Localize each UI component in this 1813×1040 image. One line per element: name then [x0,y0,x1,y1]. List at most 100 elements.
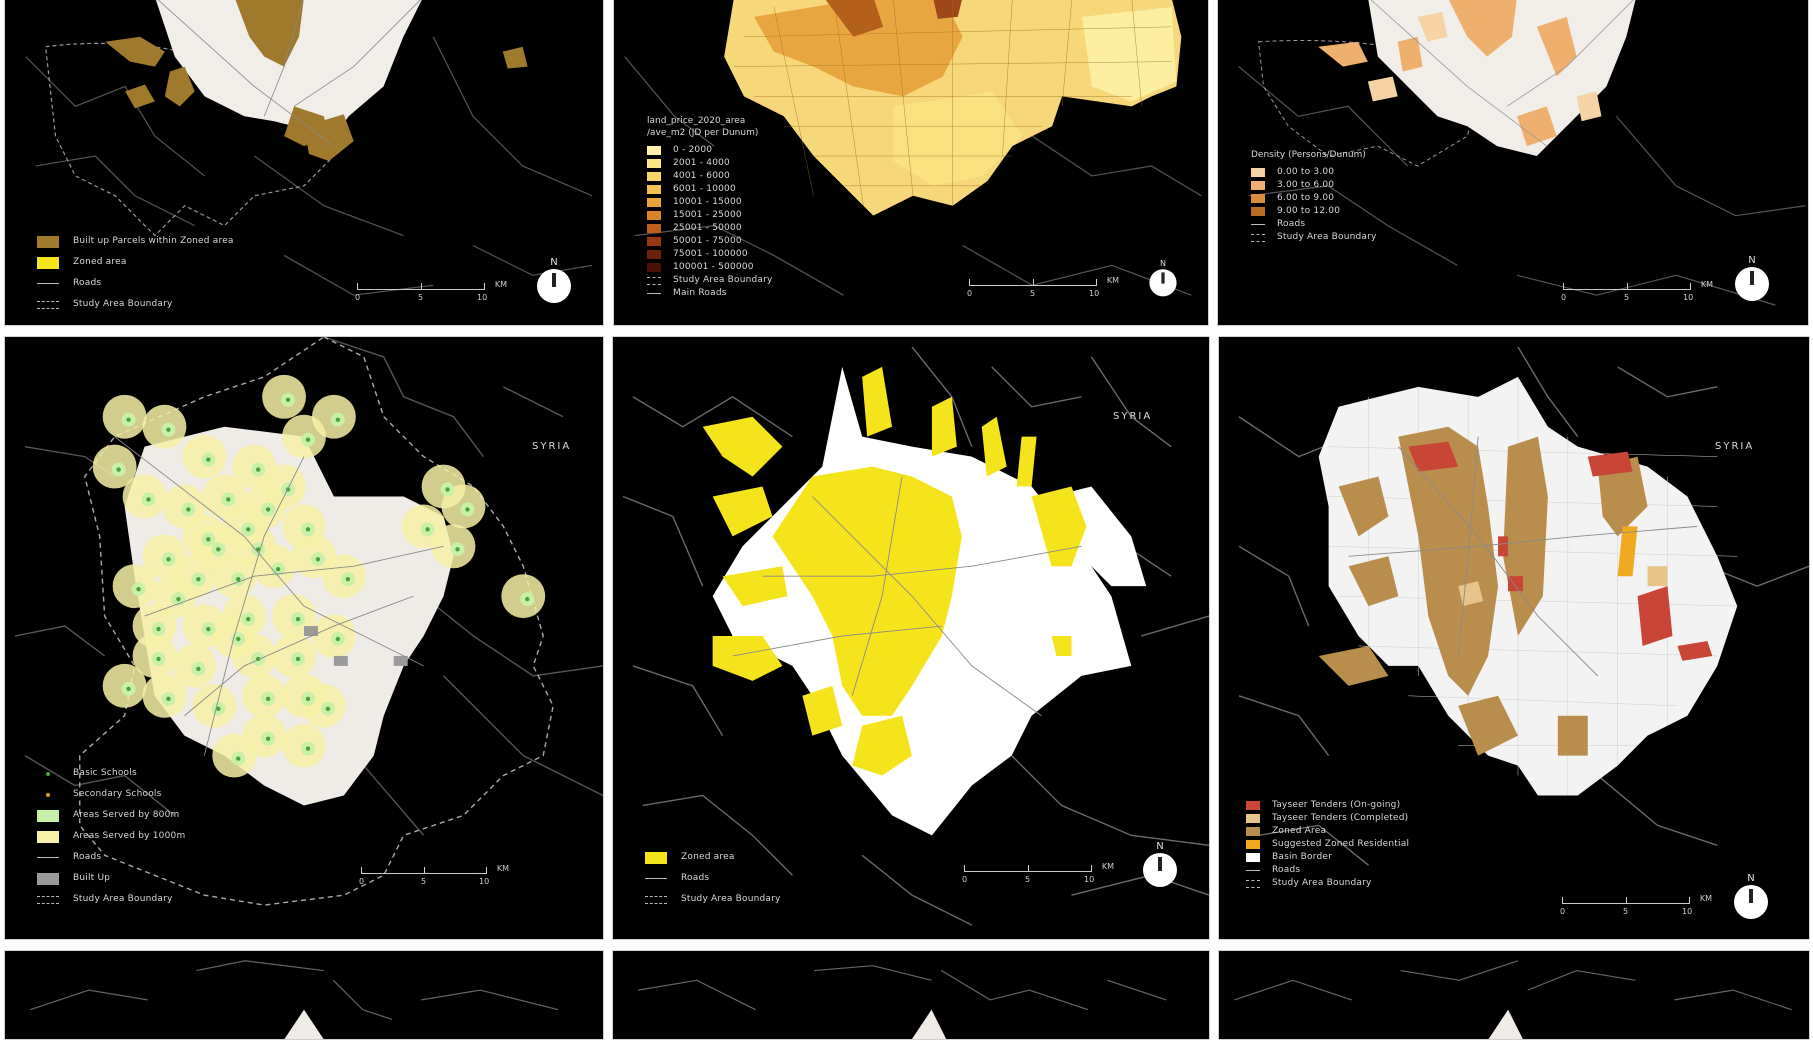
legend-item: Study Area Boundary [37,889,185,910]
legend-point-symbol [37,771,59,776]
legend-item: Zoned area [645,847,781,868]
basic-school-point [305,437,311,442]
legend-label: 4001 - 6000 [673,171,730,181]
legend-item: Areas Served by 1000m [37,826,185,847]
map-zoned-area [622,346,1209,926]
legend-tenders: Tayseer Tenders (On-going) Tayseer Tender… [1246,799,1409,890]
legend-label: Roads [681,873,710,883]
legend-dashed-symbol [37,300,59,309]
legend-item: 10001 - 15000 [647,196,773,209]
map-panel-tenders: Tayseer Tenders (On-going) Tayseer Tender… [1218,336,1810,940]
legend-label: Built Up [73,873,111,883]
basic-school-point [116,467,121,472]
map-land-price [624,0,1202,296]
basic-school-point [245,527,251,532]
basic-school-point [166,427,171,432]
legend-item: 25001 - 50000 [647,222,773,235]
legend-line-symbol [645,878,667,879]
legend-item: Zoned area [37,252,234,273]
legend-label: 9.00 to 12.00 [1277,206,1341,216]
legend-label: Areas Served by 800m [73,810,180,820]
basic-school-point [265,696,271,701]
legend-label: 0 - 2000 [673,145,713,155]
legend-dashed-symbol [1246,879,1260,888]
legend-swatch [647,250,661,259]
legend-item: 0 - 2000 [647,144,773,157]
legend-swatch [37,256,59,269]
basic-school-point [206,457,211,462]
legend-label: Roads [73,278,102,288]
legend-label: Study Area Boundary [73,299,173,309]
scale-bar: 0 5 10 KM [355,280,507,302]
basic-school-point [455,547,460,552]
built-up-patch [333,655,348,666]
legend-swatch [37,872,59,885]
basic-school-point [275,567,281,572]
scale-bar: 0 5 10 KM [962,862,1114,884]
legend-swatch [1246,801,1260,810]
basic-school-point [206,626,211,632]
basic-school-point [126,686,131,692]
map-density [1238,0,1806,306]
basic-school-point [176,596,181,602]
legend-label: 50001 - 75000 [673,236,742,246]
legend-swatch [1251,207,1265,216]
legend-label: Tayseer Tenders (Completed) [1272,813,1409,824]
basic-school-point [255,467,261,472]
map-panel-bottom-middle [612,950,1210,1040]
scale-bar: 0 5 10 KM [1560,894,1712,916]
legend-label: Basic Schools [73,768,137,778]
legend-swatch [37,235,59,248]
legend-swatch [645,851,667,864]
legend-swatch [647,198,661,207]
legend-item: Tayseer Tenders (On-going) [1246,799,1409,812]
legend-label: Roads [1277,219,1306,229]
legend-swatch [647,172,661,181]
basic-school-point [226,497,231,502]
legend-item: 9.00 to 12.00 [1251,205,1377,218]
legend-item: 6001 - 10000 [647,183,773,196]
legend-label: Zoned area [681,852,735,862]
basic-school-point [156,626,161,632]
legend-item: 0.00 to 3.00 [1251,166,1377,179]
legend-label: Suggested Zoned Residential [1272,839,1410,850]
legend-point-symbol [37,792,59,797]
legend-swatch [647,185,661,194]
basic-school-point [216,547,221,552]
legend-dashed-symbol [647,276,661,285]
legend-schools: Basic Schools Secondary Schools Areas Serv… [37,763,185,910]
legend-swatch [1251,194,1265,203]
basic-school-point [236,577,241,582]
map-panel-zoned-area: Zoned area Roads Study Area Boundary 0 5 1… [612,336,1210,940]
legend-swatch [647,224,661,233]
map-tenders [1238,346,1809,866]
map-panel-bottom-left [4,950,604,1040]
legend-density: Density (Persons/Dunum) 0.00 to 3.00 3.00… [1251,150,1377,242]
legend-item: 6.00 to 9.00 [1251,192,1377,205]
legend-swatch [37,809,59,822]
legend-swatch [1246,827,1260,836]
legend-item: Study Area Boundary [1246,877,1409,890]
legend-item: Secondary Schools [37,784,185,805]
legend-label: Study Area Boundary [681,894,781,904]
basic-school-point [305,746,311,751]
basic-school-point [216,706,221,711]
country-label-syria: SYRIA [532,441,572,452]
basic-school-point [315,557,321,562]
basic-school-point [345,577,351,582]
legend-item: Basin Border [1246,851,1409,864]
legend-line-symbol [1251,224,1265,225]
basic-school-point [236,756,241,761]
basic-school-point [265,736,271,741]
legend-item: Main Roads [647,287,773,300]
basic-school-point [285,397,291,402]
legend-item: Roads [645,868,781,889]
basic-school-point [186,507,191,512]
legend-builtup-zoned: Built up Parcels within Zoned area Zoned … [37,231,234,315]
legend-label: Areas Served by 1000m [73,831,186,841]
legend-swatch [647,159,661,168]
legend-label: Secondary Schools [73,789,162,799]
legend-item: Zoned Area [1246,825,1409,838]
legend-swatch [37,830,59,843]
basic-school-point [295,656,301,662]
